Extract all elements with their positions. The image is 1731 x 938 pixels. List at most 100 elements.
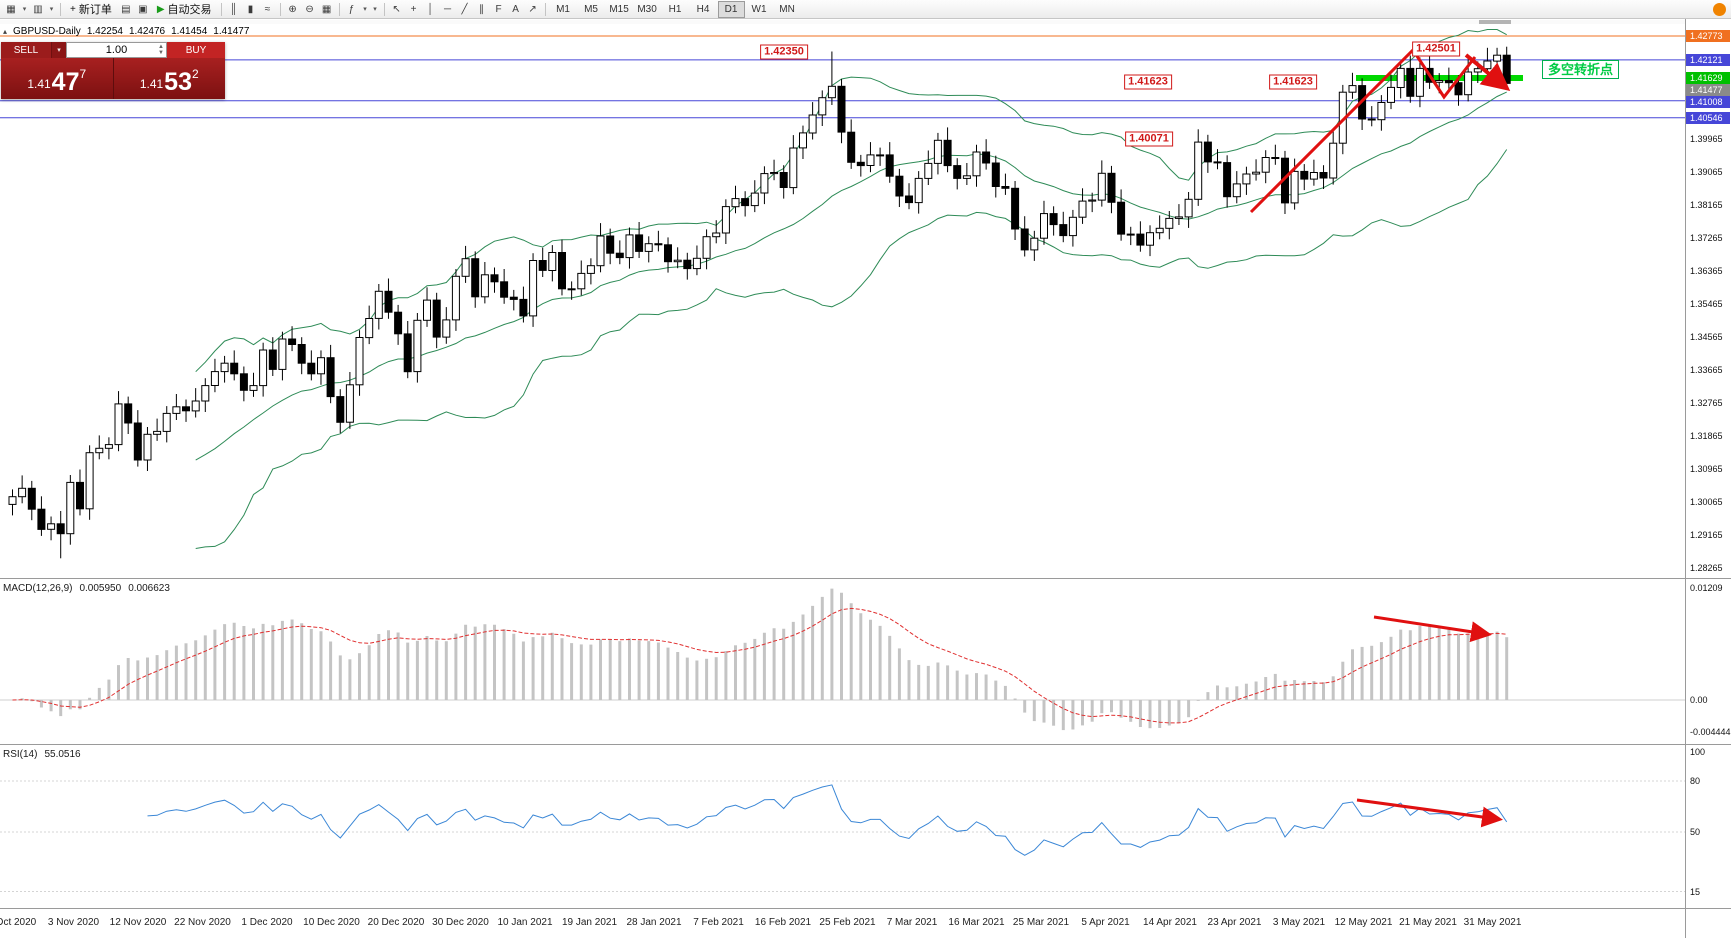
market-watch-icon[interactable]: ▤: [121, 3, 131, 15]
quote-open: 1.42254: [86, 26, 123, 37]
profiles-icon[interactable]: ▥: [33, 3, 43, 15]
trendline-icon[interactable]: ╱: [461, 3, 468, 15]
channel-icon[interactable]: ∥: [479, 3, 485, 15]
date-label: 31 May 2021: [1463, 917, 1522, 928]
panel-separator[interactable]: [0, 578, 1731, 579]
text-icon[interactable]: A: [512, 3, 519, 15]
candle: [924, 162, 933, 179]
candle: [586, 265, 595, 274]
candle: [442, 319, 451, 338]
profiles-caret-icon[interactable]: ▾: [49, 6, 54, 13]
chart-scrollbar-track[interactable]: [0, 20, 1685, 24]
panel-separator[interactable]: [0, 744, 1731, 745]
price-scale[interactable]: 1.39965 1.39065 1.38165 1.37265 1.36365 1.354…: [1686, 0, 1731, 938]
bid-big-digits: 47: [51, 68, 80, 96]
trend-zigzag-line[interactable]: [1249, 47, 1477, 214]
timeframe-button-h4[interactable]: H4: [696, 3, 710, 15]
volume-up-icon[interactable]: ▲: [158, 44, 164, 50]
candle: [1068, 216, 1077, 237]
price-tick: 1.35465: [1690, 298, 1723, 309]
sell-price[interactable]: 1.41 47 7: [1, 58, 113, 99]
new-order-button-label: 新订单: [78, 4, 112, 16]
panel-separator[interactable]: [0, 908, 1731, 909]
panel-collapse-icon[interactable]: ▴: [3, 27, 8, 36]
fibonacci-icon[interactable]: F: [495, 3, 502, 15]
timeframe-button-m1[interactable]: M1: [556, 3, 570, 15]
macd-trend-arrow[interactable]: [1373, 615, 1492, 643]
community-icon[interactable]: [1713, 2, 1726, 16]
arrow-tool-icon[interactable]: ↗: [528, 3, 537, 15]
new-order-button[interactable]: + 新订单: [65, 1, 117, 17]
price-label[interactable]: 1.42350: [760, 44, 808, 60]
turning-point-note[interactable]: 多空转折点: [1542, 60, 1620, 79]
candle: [307, 362, 316, 375]
date-label: 5 Apr 2021: [1081, 917, 1130, 928]
candle: [1011, 187, 1020, 230]
rsi-trend-arrow[interactable]: [1356, 798, 1503, 828]
zoom-out-icon[interactable]: ⊖: [305, 3, 314, 15]
volume-down-icon[interactable]: ▼: [158, 50, 164, 56]
toolbar-separator: [544, 2, 546, 16]
bollinger-band-l: [195, 149, 1508, 549]
timeframe-button-w1[interactable]: W1: [751, 3, 767, 15]
timeframe-button-mn[interactable]: MN: [779, 3, 795, 15]
candle: [1088, 199, 1097, 202]
candle: [827, 85, 836, 99]
cursor-icon[interactable]: ↖: [392, 3, 401, 15]
timeframe-button-m15[interactable]: M15: [609, 3, 629, 15]
candle: [519, 298, 528, 317]
timeframe-button-m30[interactable]: M30: [637, 3, 657, 15]
tile-windows-icon[interactable]: ▦: [321, 3, 332, 15]
candle: [239, 373, 248, 391]
candle: [577, 272, 586, 290]
crosshair-icon[interactable]: +: [410, 3, 417, 15]
bar-chart-icon[interactable]: ║: [230, 3, 238, 15]
toolbar-separator: [383, 2, 385, 16]
indicators-icon[interactable]: ƒ: [348, 3, 355, 15]
candle: [423, 299, 431, 321]
sell-button[interactable]: SELL: [1, 42, 51, 58]
candle-chart-icon[interactable]: ▮: [247, 3, 254, 15]
new-chart-caret-icon[interactable]: ▾: [22, 6, 27, 13]
candle: [268, 349, 277, 370]
price-tag: 1.42121: [1686, 53, 1730, 66]
zoom-in-icon[interactable]: ⊕: [288, 3, 297, 15]
candle: [933, 139, 942, 164]
price-tick: 1.28265: [1690, 563, 1723, 573]
auto-trading-button[interactable]: ▶ 自动交易: [152, 1, 217, 17]
terminal-icon[interactable]: ▣: [138, 3, 148, 15]
volume-input[interactable]: 1.00 ▲ ▼: [66, 42, 167, 58]
candle: [509, 296, 518, 300]
candle: [596, 235, 605, 267]
candle: [210, 371, 219, 387]
candle: [143, 433, 152, 461]
time-axis[interactable]: 26 Oct 2020 3 Nov 2020 12 Nov 2020 22 Nov 2…: [0, 910, 1685, 938]
candle: [461, 258, 470, 277]
timeframe-button-d1[interactable]: D1: [717, 0, 745, 18]
line-chart-icon[interactable]: ≈: [264, 3, 271, 15]
turning-point-arrow[interactable]: [1464, 53, 1511, 92]
chart-scrollbar-handle[interactable]: [1479, 20, 1511, 24]
volume-dropdown-icon[interactable]: ▾: [51, 42, 66, 58]
bid-pip-digit: 7: [79, 67, 87, 81]
timeframe-button-m5[interactable]: M5: [584, 3, 598, 15]
price-label[interactable]: 1.42501: [1412, 41, 1460, 57]
buy-price[interactable]: 1.41 53 2: [114, 58, 226, 99]
horizontal-line-icon[interactable]: ─: [444, 3, 452, 15]
timeframe-button-h1[interactable]: H1: [668, 3, 682, 15]
periods-caret-icon[interactable]: ▾: [373, 6, 377, 13]
indicators-caret-icon[interactable]: ▾: [363, 6, 367, 13]
candle: [1415, 67, 1424, 97]
candle: [1319, 172, 1328, 179]
candle: [702, 236, 711, 259]
vertical-line-icon[interactable]: │: [427, 3, 434, 15]
candle: [1117, 201, 1126, 235]
candle: [1464, 71, 1473, 96]
candle: [220, 362, 229, 373]
price-label[interactable]: 1.41623: [1269, 74, 1317, 90]
price-label[interactable]: 1.40071: [1125, 131, 1173, 147]
price-label[interactable]: 1.41623: [1124, 74, 1172, 90]
buy-button[interactable]: BUY: [167, 42, 225, 58]
new-chart-icon[interactable]: ▦: [6, 3, 16, 15]
